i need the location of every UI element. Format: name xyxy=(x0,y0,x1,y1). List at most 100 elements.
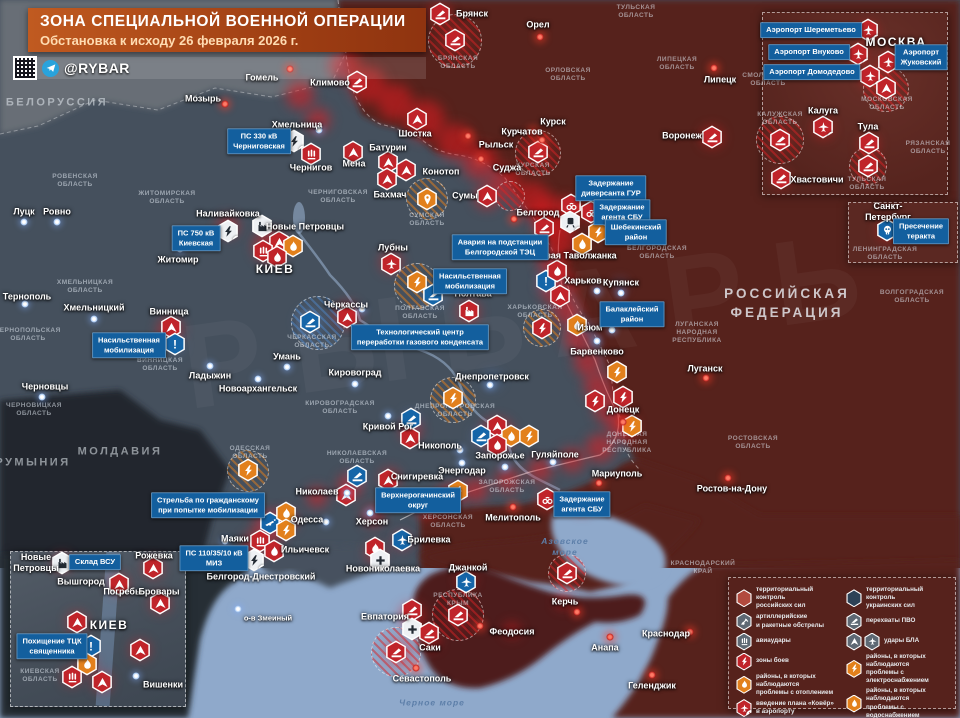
legend-bolt xyxy=(846,659,862,678)
marker-intercept xyxy=(445,28,466,52)
event-callout: Насильственная мобилизация xyxy=(433,268,507,294)
city-dot xyxy=(686,628,694,636)
marker-drone xyxy=(143,556,164,580)
legend-item: зоны боев xyxy=(736,652,838,671)
marker-intercept xyxy=(528,140,548,164)
legend-item-label: перехваты ПВО xyxy=(866,617,916,625)
marker-bolt xyxy=(276,518,297,542)
marker-bolt xyxy=(588,220,608,244)
legend-item: артиллерийские и ракетные обстрелы xyxy=(736,612,838,631)
marker-factory xyxy=(459,299,480,323)
legend-column-left: территориальный контроль российских сил а… xyxy=(736,586,838,718)
marker-pin xyxy=(417,187,438,211)
marker-drone xyxy=(150,591,170,615)
marker-flame xyxy=(487,433,507,457)
marker-bolt xyxy=(532,316,552,340)
marker-jet xyxy=(381,252,402,276)
warn-icon: ! xyxy=(166,334,184,354)
city-dot xyxy=(351,380,359,388)
marker-intercept xyxy=(300,310,321,334)
marker-bolt xyxy=(407,270,428,294)
marker-bolt xyxy=(585,389,606,413)
map-subtitle: Обстановка к исходу 26 февраля 2026 г. xyxy=(40,32,299,48)
credit-row: @RYBAR xyxy=(13,56,130,80)
legend-item: районы, в которых наблюдаются проблемы с… xyxy=(846,687,948,718)
marker-jet: × xyxy=(848,42,869,66)
legend-drop xyxy=(846,694,862,713)
mlrs-icon xyxy=(737,633,751,650)
legend-jet xyxy=(864,632,880,651)
marker-drone xyxy=(378,150,398,174)
marker-drone xyxy=(67,610,88,634)
marker-med xyxy=(370,548,390,572)
marker-drone xyxy=(407,107,428,131)
legend-mlrs xyxy=(736,632,752,651)
bolt-icon xyxy=(589,222,607,242)
intercept-icon xyxy=(703,127,721,147)
marker-flame xyxy=(264,539,285,563)
city-dot xyxy=(206,362,214,370)
marker-jet xyxy=(392,528,413,552)
bolt-icon xyxy=(277,520,295,540)
marker-warn: ! xyxy=(165,332,186,356)
flame-icon xyxy=(488,435,506,455)
event-callout: Авария на подстанции Белгородской ТЭЦ xyxy=(451,234,549,260)
legend-column-right: территориальный контроль украинских сил п… xyxy=(846,586,948,718)
marker-bolt xyxy=(218,219,239,243)
city-dot xyxy=(254,375,262,383)
marker-drone xyxy=(477,184,497,208)
flame-icon xyxy=(265,541,283,561)
legend-item-icons xyxy=(736,632,752,651)
legend-item-icons xyxy=(736,612,752,631)
bolt-icon xyxy=(520,426,538,446)
intercept-icon xyxy=(387,642,405,662)
drone-icon xyxy=(847,633,861,650)
event-callout: Задержание диверсанта ГУР xyxy=(575,175,647,201)
city-dot xyxy=(486,381,494,389)
marker-jet: × xyxy=(813,115,834,139)
jet-icon xyxy=(457,572,475,592)
marker-mlrs xyxy=(62,665,82,689)
marker-drone xyxy=(109,572,129,596)
marker-flame xyxy=(487,433,508,457)
event-callout: Склад ВСУ xyxy=(68,554,122,570)
marker-intercept xyxy=(702,125,723,149)
marker-jet xyxy=(392,528,412,552)
city-dot xyxy=(366,509,374,517)
city-dot xyxy=(322,518,330,526)
legend-item-label: территориальный контроль российских сил xyxy=(756,586,814,610)
marker-bolt xyxy=(407,270,427,294)
marker-bolt xyxy=(532,316,553,340)
marker-flame xyxy=(264,539,284,563)
marker-drone xyxy=(876,76,896,100)
legend-item-icons xyxy=(736,675,752,694)
territory-icon xyxy=(847,590,861,607)
city-dot xyxy=(132,672,140,680)
legend-item-label: зоны боев xyxy=(756,657,789,665)
city-dot xyxy=(456,446,464,454)
city-dot xyxy=(20,218,28,226)
city-dot xyxy=(529,128,537,136)
marker-intercept xyxy=(419,621,439,645)
legend-item-label: удары БЛА xyxy=(884,637,920,645)
jet-icon xyxy=(382,254,400,274)
marker-intercept xyxy=(528,140,549,164)
marker-intercept xyxy=(557,561,578,585)
city-dot xyxy=(384,412,392,420)
legend-panel: территориальный контроль российских сил а… xyxy=(728,577,956,718)
city-dot xyxy=(476,622,484,630)
marker-bolt xyxy=(443,386,464,410)
drop-icon xyxy=(847,695,861,712)
intercept-icon xyxy=(446,30,464,50)
drone-icon xyxy=(551,286,569,306)
marker-drone xyxy=(400,426,420,450)
marker-intercept xyxy=(859,131,879,155)
marker-intercept xyxy=(858,154,879,178)
marker-intercept xyxy=(445,28,465,52)
marker-bolt xyxy=(519,424,539,448)
marker-drone xyxy=(130,638,151,662)
marker-drone xyxy=(400,426,421,450)
marker-intercept xyxy=(770,128,790,152)
marker-drop xyxy=(572,232,592,256)
